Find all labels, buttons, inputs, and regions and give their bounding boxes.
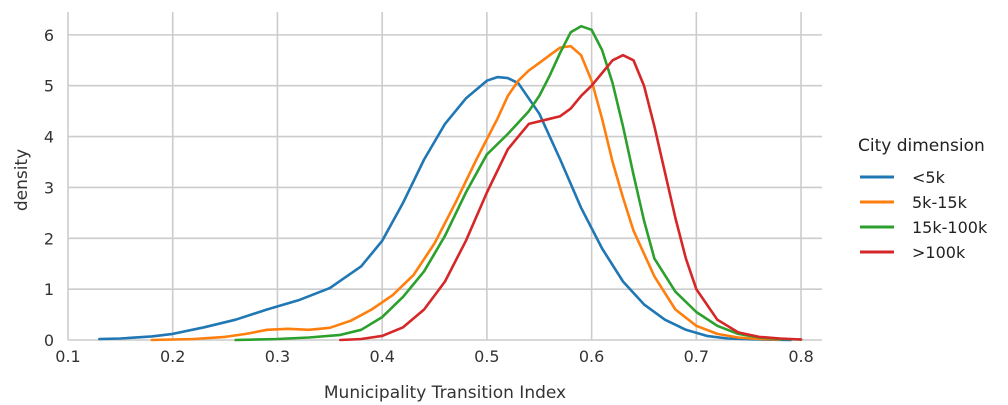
y-tick-label: 1 — [44, 280, 54, 299]
x-tick-label: 0.7 — [684, 347, 709, 366]
x-tick-labels: 0.1 0.2 0.3 0.4 0.5 0.6 0.7 0.8 — [55, 347, 814, 366]
y-tick-label: 6 — [44, 26, 54, 45]
series-line-1 — [150, 44, 782, 342]
y-axis-label: density — [12, 149, 32, 211]
x-tick-label: 0.1 — [55, 347, 80, 366]
x-tick-label: 0.8 — [788, 347, 813, 366]
y-tick-label: 0 — [44, 331, 54, 350]
x-tick-label: 0.2 — [160, 347, 185, 366]
series-line-2 — [234, 24, 803, 342]
legend-label-1: 5k-15k — [912, 193, 968, 212]
series-line-3 — [339, 53, 803, 342]
y-tick-label: 4 — [44, 128, 54, 147]
x-tick-label: 0.4 — [369, 347, 394, 366]
y-tick-label: 3 — [44, 178, 54, 197]
y-tick-labels: 0 1 2 3 4 5 6 — [44, 26, 54, 350]
series-lines — [98, 24, 803, 342]
series-line-0 — [98, 75, 792, 342]
y-tick-label: 5 — [44, 77, 54, 96]
legend-label-3: >100k — [912, 243, 966, 262]
legend-label-2: 15k-100k — [912, 218, 988, 237]
x-tick-label: 0.3 — [265, 347, 290, 366]
legend-items: <5k 5k-15k 15k-100k >100k — [860, 168, 988, 262]
grid — [67, 12, 822, 341]
x-axis-label: Municipality Transition Index — [324, 383, 566, 403]
x-tick-label: 0.6 — [579, 347, 604, 366]
legend-title: City dimension — [858, 136, 985, 156]
x-tick-label: 0.5 — [474, 347, 499, 366]
legend-label-0: <5k — [912, 168, 946, 187]
y-tick-label: 2 — [44, 229, 54, 248]
legend: City dimension <5k 5k-15k 15k-100k >100k — [858, 136, 988, 262]
